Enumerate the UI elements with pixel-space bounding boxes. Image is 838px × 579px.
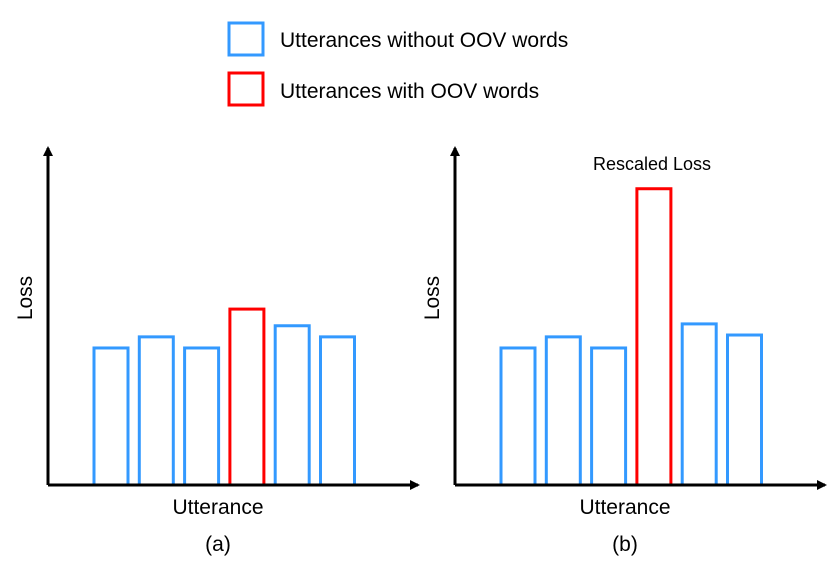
chart-panel-b: Loss Utterance (b) Rescaled Loss [421,146,827,556]
y-axis-label: Loss [421,276,444,320]
legend-label-without-oov: Utterances without OOV words [280,29,568,52]
bar-oov [228,307,266,487]
legend-label-with-oov: Utterances with OOV words [280,80,539,103]
bar [273,324,311,487]
annotation-rescaled-loss: Rescaled Loss [593,154,711,174]
x-axis-label: Utterance [172,496,263,519]
bar [544,335,582,487]
panel-label: (b) [612,533,638,556]
panel-label: (a) [205,533,231,556]
legend: Utterances without OOV words Utterances … [227,21,568,107]
chart-panel-a: Loss Utterance (a) [14,146,420,556]
y-axis-label: Loss [14,276,37,320]
bar-oov [635,187,673,487]
bar [726,333,763,487]
bar [590,346,628,487]
bar [137,335,175,487]
bar [319,335,356,487]
bar [183,346,221,487]
bar [680,322,718,487]
legend-swatch-without-oov [227,21,265,57]
bar [92,346,130,487]
x-axis-label: Utterance [579,496,670,519]
bar [499,346,537,487]
legend-swatch-with-oov [227,71,265,107]
